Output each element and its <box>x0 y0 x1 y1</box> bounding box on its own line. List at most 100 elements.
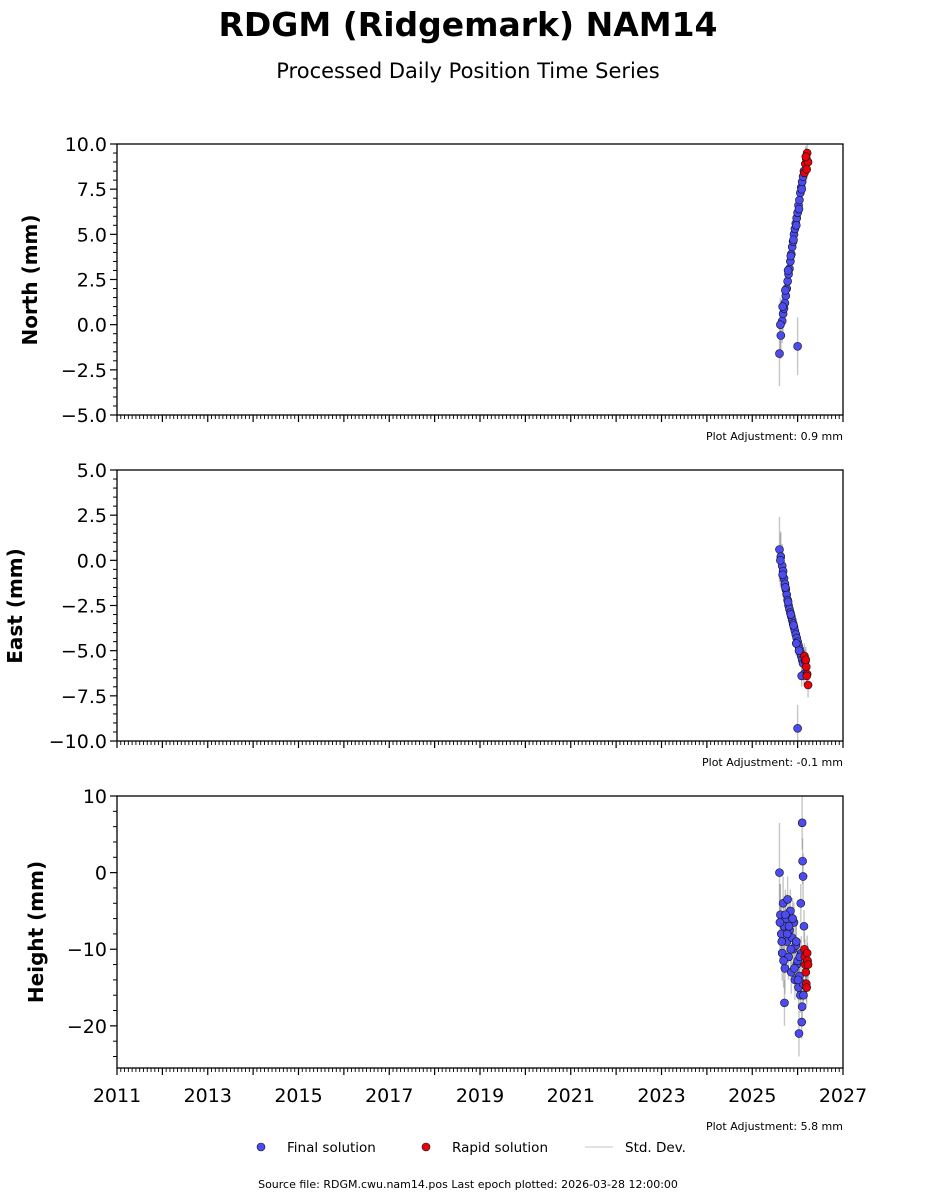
height-final-point <box>791 937 801 946</box>
north-y-tick-label: 10.0 <box>65 134 107 156</box>
y-axis-label-north: North (mm) <box>18 214 42 345</box>
height-final-point <box>790 964 799 973</box>
legend: Final solution Rapid solution Std. Dev. <box>256 1140 686 1156</box>
height-y-tick-label: 0 <box>95 863 107 885</box>
north-y-tick-label: −5.0 <box>61 405 107 427</box>
height-y-tick-label: −10 <box>67 939 107 961</box>
height-x-tick-label: 2011 <box>93 1085 141 1107</box>
height-rapid-point <box>802 983 812 992</box>
east-y-tick-label: −7.5 <box>61 686 107 708</box>
legend-label-rapid: Rapid solution <box>452 1140 548 1156</box>
north-final-point <box>776 331 786 340</box>
east-panel: 5.0 2.5 0.0 −2.5 −5.0 −7.5 −10.0 East (mm) Plo… <box>3 460 844 769</box>
north-y-tick-label: 5.0 <box>77 224 107 246</box>
east-final-point <box>778 570 787 580</box>
east-final-point <box>786 610 796 619</box>
height-final-point <box>775 918 785 927</box>
east-rapid-point <box>801 662 811 672</box>
north-final-point <box>783 266 793 275</box>
height-final-point <box>781 910 790 920</box>
height-final-point <box>798 856 807 866</box>
height-x-tick-label: 2023 <box>637 1085 685 1107</box>
east-y-tick-label: −2.5 <box>61 596 107 618</box>
height-final-point <box>794 1029 804 1038</box>
y-axis-label-east: East (mm) <box>3 548 27 664</box>
chart-subtitle: Processed Daily Position Time Series <box>276 59 660 83</box>
height-final-point <box>783 895 792 904</box>
east-final-point <box>775 545 784 554</box>
east-final-point <box>781 583 790 592</box>
height-final-point <box>782 929 792 939</box>
east-rapid-point <box>802 671 812 681</box>
north-final-point <box>781 286 790 295</box>
height-final-point <box>784 921 794 931</box>
east-y-tick-label: −10.0 <box>49 731 107 753</box>
height-rapid-point <box>803 960 813 969</box>
height-final-point <box>799 921 809 931</box>
height-x-tick-label: 2025 <box>728 1085 776 1107</box>
y-axis-label-height: Height (mm) <box>24 861 48 1003</box>
height-final-point <box>786 944 796 954</box>
north-final-point <box>775 349 784 358</box>
east-y-tick-label: 0.0 <box>77 550 107 572</box>
north-final-point <box>789 235 798 245</box>
plot-adjustment-height: Plot Adjustment: 5.8 mm <box>706 1120 843 1133</box>
east-plot-frame <box>116 469 844 742</box>
north-y-tick-label: 2.5 <box>77 270 107 292</box>
height-x-tick-label: 2017 <box>365 1085 413 1107</box>
north-plot-frame <box>116 143 844 416</box>
east-y-tick-label: 2.5 <box>77 505 107 527</box>
height-final-point <box>797 1017 807 1027</box>
east-final-point <box>791 639 801 648</box>
legend-marker-final <box>256 1142 266 1152</box>
north-y-tick-label: −2.5 <box>61 360 107 382</box>
height-final-point <box>796 898 806 908</box>
height-final-point <box>777 937 787 946</box>
east-final-point <box>776 556 785 565</box>
height-rapid-point <box>801 967 811 977</box>
east-final-point <box>789 621 798 630</box>
height-final-point <box>793 975 803 985</box>
height-final-point <box>797 1002 807 1012</box>
east-rapid-point <box>801 655 811 665</box>
north-final-point <box>786 251 796 261</box>
plot-adjustment-east: Plot Adjustment: -0.1 mm <box>702 756 843 769</box>
legend-label-std-dev: Std. Dev. <box>625 1140 686 1156</box>
east-final-point <box>794 646 804 655</box>
height-final-point <box>779 956 788 966</box>
height-x-tick-label: 2015 <box>274 1085 322 1107</box>
plot-adjustment-north: Plot Adjustment: 0.9 mm <box>706 430 843 443</box>
north-final-point <box>778 302 787 311</box>
height-x-tick-label: 2027 <box>819 1085 867 1107</box>
north-final-point <box>794 204 804 214</box>
height-final-point <box>788 914 797 923</box>
east-final-point <box>783 597 793 607</box>
north-final-point <box>795 195 804 205</box>
height-x-tick-label: 2021 <box>547 1085 595 1107</box>
east-rapid-point <box>803 680 813 690</box>
north-final-point <box>797 184 807 194</box>
height-y-tick-label: 10 <box>83 786 107 808</box>
legend-label-final: Final solution <box>287 1140 376 1156</box>
height-final-point <box>799 990 808 1000</box>
north-rapid-point <box>802 164 812 174</box>
footer-source: Source file: RDGM.cwu.nam14.pos Last epo… <box>258 1178 678 1191</box>
legend-marker-rapid <box>421 1142 431 1152</box>
height-x-tick-label: 2013 <box>184 1085 232 1107</box>
north-final-point <box>783 277 792 286</box>
east-final-point <box>793 724 802 733</box>
north-y-tick-label: 7.5 <box>77 179 107 201</box>
height-final-point <box>797 818 807 828</box>
height-final-point <box>798 872 808 881</box>
height-plot-frame <box>116 795 844 1069</box>
chart-title: RDGM (Ridgemark) NAM14 <box>218 5 717 44</box>
north-final-point <box>776 320 785 329</box>
height-final-point <box>780 998 789 1008</box>
north-y-tick-label: 0.0 <box>77 315 107 337</box>
height-rapid-point <box>802 948 812 958</box>
north-rapid-point <box>801 152 811 161</box>
height-y-tick-label: −20 <box>67 1016 107 1038</box>
height-x-tick-label: 2019 <box>456 1085 504 1107</box>
east-y-tick-label: −5.0 <box>61 641 107 663</box>
